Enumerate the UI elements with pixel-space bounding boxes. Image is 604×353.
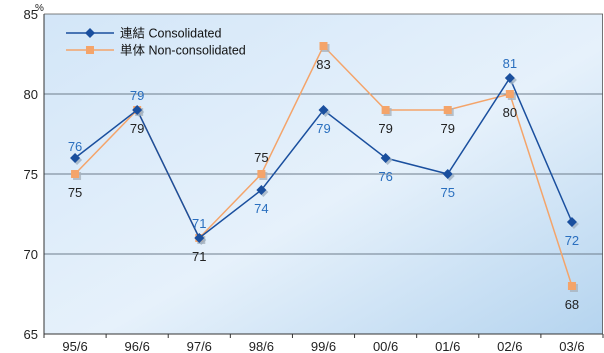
data-label: 71 bbox=[192, 249, 206, 264]
square-marker bbox=[319, 42, 328, 50]
diamond-marker bbox=[70, 153, 81, 163]
data-label: 79 bbox=[378, 121, 392, 136]
data-label: 79 bbox=[440, 121, 454, 136]
data-label: 72 bbox=[565, 233, 579, 248]
x-tick-label: 01/6 bbox=[435, 339, 460, 353]
diamond-marker bbox=[504, 73, 515, 83]
series-layer bbox=[70, 42, 579, 292]
y-tick-label: 80 bbox=[24, 87, 38, 102]
y-tick-label: 75 bbox=[24, 167, 38, 182]
y-tick-label: 70 bbox=[24, 247, 38, 262]
square-marker bbox=[567, 282, 576, 290]
y-tick-label: 65 bbox=[24, 327, 38, 342]
data-label: 71 bbox=[192, 216, 206, 231]
data-label: 75 bbox=[68, 185, 82, 200]
data-label: 83 bbox=[316, 57, 330, 72]
square-marker bbox=[381, 106, 390, 114]
x-tick-label: 97/6 bbox=[187, 339, 212, 353]
square-marker bbox=[505, 90, 514, 98]
data-labels: 76 79 71 74 79 76 75 81 72 75 79 71 75 83 79 79 80 68 bbox=[68, 56, 579, 312]
legend-square-marker bbox=[86, 46, 94, 54]
y-tick-label: 85 bbox=[24, 7, 38, 22]
data-label: 75 bbox=[440, 185, 454, 200]
diamond-marker bbox=[194, 233, 205, 243]
data-label: 79 bbox=[130, 121, 144, 136]
axes bbox=[43, 13, 603, 335]
diamond-marker bbox=[256, 185, 267, 195]
legend: 連結 Consolidated 単体 Non-consolidated bbox=[66, 27, 246, 58]
data-label: 79 bbox=[130, 88, 144, 103]
data-label: 75 bbox=[254, 150, 268, 165]
data-label: 76 bbox=[378, 169, 392, 184]
data-label: 74 bbox=[254, 201, 268, 216]
legend-item-consolidated: 連結 Consolidated bbox=[66, 27, 221, 41]
legend-label: 単体 Non-consolidated bbox=[120, 44, 246, 58]
x-tick-label: 95/6 bbox=[62, 339, 87, 353]
diamond-marker bbox=[318, 105, 329, 115]
x-tick-label: 98/6 bbox=[249, 339, 274, 353]
legend-item-non-consolidated: 単体 Non-consolidated bbox=[66, 44, 246, 58]
diamond-marker bbox=[132, 105, 143, 115]
data-label: 68 bbox=[565, 297, 579, 312]
x-tick-label: 03/6 bbox=[559, 339, 584, 353]
x-tick-label: 96/6 bbox=[125, 339, 150, 353]
legend-label: 連結 Consolidated bbox=[120, 27, 221, 41]
x-tick-label: 00/6 bbox=[373, 339, 398, 353]
square-marker bbox=[71, 170, 80, 178]
data-label: 80 bbox=[503, 105, 517, 120]
data-label: 79 bbox=[316, 121, 330, 136]
y-axis-unit: % bbox=[35, 3, 44, 14]
y-axis-ticks: 65 70 75 80 85 bbox=[24, 7, 38, 342]
square-marker bbox=[443, 106, 452, 114]
diamond-marker bbox=[442, 169, 453, 179]
x-tick-label: 99/6 bbox=[311, 339, 336, 353]
diamond-marker bbox=[380, 153, 391, 163]
legend-diamond-marker bbox=[85, 28, 95, 38]
x-axis-ticks: 95/6 96/6 97/6 98/6 99/6 00/6 01/6 02/6 03/6 bbox=[43, 334, 604, 353]
series-consolidated bbox=[70, 73, 579, 245]
data-label: 76 bbox=[68, 139, 82, 154]
data-label: 81 bbox=[503, 56, 517, 71]
x-tick-label: 02/6 bbox=[497, 339, 522, 353]
square-marker bbox=[257, 170, 266, 178]
diamond-marker bbox=[566, 217, 577, 227]
